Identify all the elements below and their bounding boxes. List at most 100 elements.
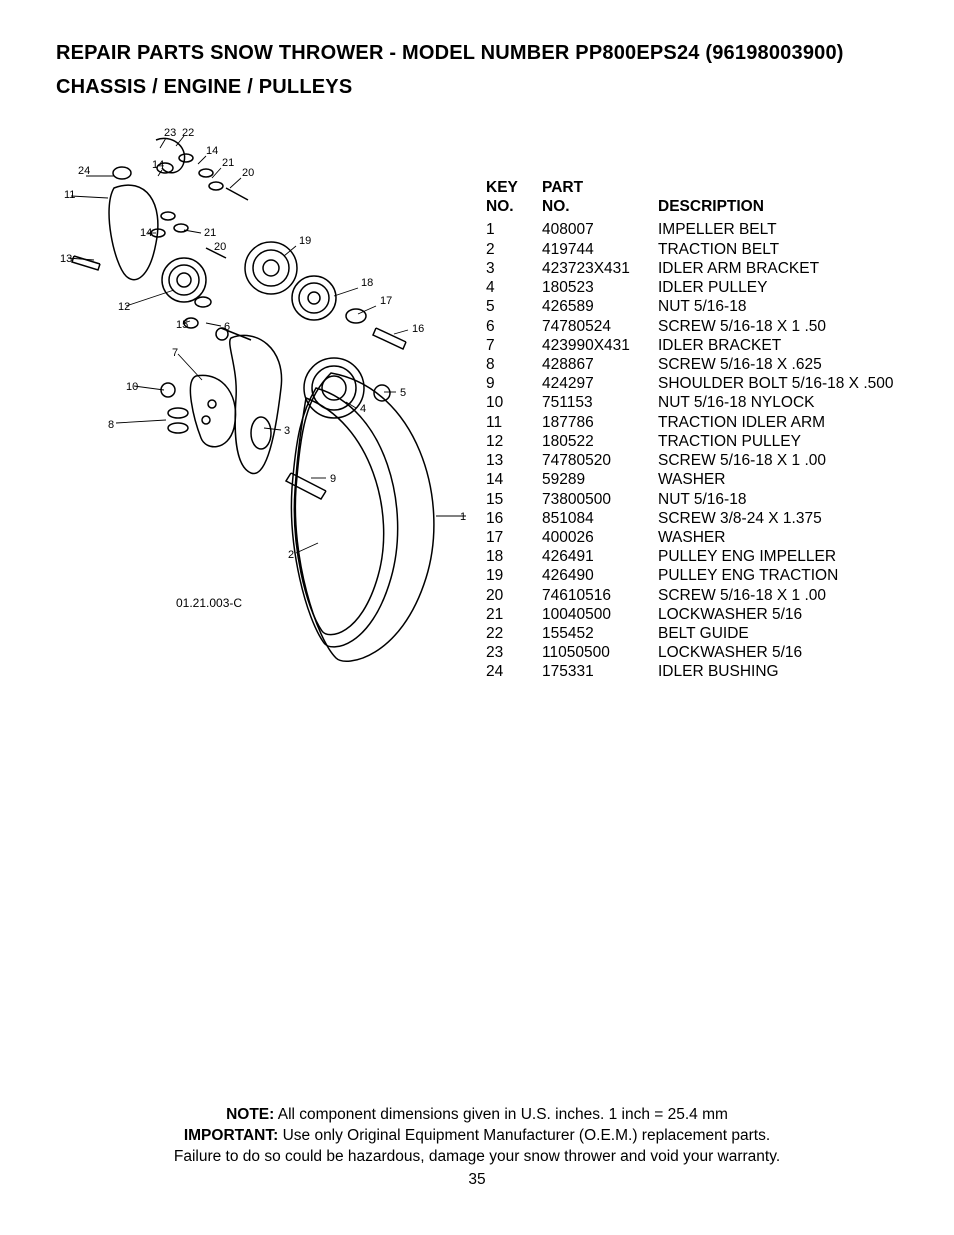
cell-part: 74610516: [542, 586, 658, 605]
content-row: 23 22 14 21 20 24 11 19 18 17 16 13 12 7…: [56, 128, 898, 693]
cell-desc: PULLEY ENG TRACTION: [658, 566, 893, 585]
svg-text:17: 17: [380, 295, 392, 307]
svg-text:20: 20: [214, 241, 226, 253]
svg-text:16: 16: [412, 323, 424, 335]
svg-text:2: 2: [288, 549, 294, 561]
table-row: 10751153NUT 5/16-18 NYLOCK: [486, 393, 893, 412]
cell-part: 187786: [542, 413, 658, 432]
cell-key: 13: [486, 451, 542, 470]
footer-note-line: NOTE: All component dimensions given in …: [0, 1105, 954, 1126]
table-row: 7423990X431IDLER BRACKET: [486, 336, 893, 355]
svg-text:24: 24: [78, 165, 90, 177]
footer-important-line: IMPORTANT: Use only Original Equipment M…: [0, 1126, 954, 1147]
cell-key: 19: [486, 566, 542, 585]
svg-text:8: 8: [108, 419, 114, 431]
svg-text:10: 10: [126, 381, 138, 393]
table-row: 674780524SCREW 5/16-18 X 1 .50: [486, 317, 893, 336]
svg-text:5: 5: [400, 387, 406, 399]
cell-desc: PULLEY ENG IMPELLER: [658, 547, 893, 566]
col-header-part: PART NO.: [542, 178, 658, 220]
table-row: 24175331IDLER BUSHING: [486, 662, 893, 681]
table-row: 2419744TRACTION BELT: [486, 240, 893, 259]
svg-text:14: 14: [152, 159, 164, 171]
page-footer: NOTE: All component dimensions given in …: [0, 1105, 954, 1191]
cell-desc: IDLER BRACKET: [658, 336, 893, 355]
svg-text:11: 11: [64, 189, 75, 201]
cell-desc: IDLER BUSHING: [658, 662, 893, 681]
cell-desc: LOCKWASHER 5/16: [658, 643, 893, 662]
important-label: IMPORTANT:: [184, 1127, 278, 1144]
cell-desc: TRACTION IDLER ARM: [658, 413, 893, 432]
cell-key: 17: [486, 528, 542, 547]
parts-table-container: KEY NO. PART NO. DESCRIPTION 1408007IMPE…: [486, 128, 898, 682]
table-row: 12180522TRACTION PULLEY: [486, 432, 893, 451]
cell-desc: SCREW 5/16-18 X 1 .00: [658, 586, 893, 605]
cell-key: 9: [486, 374, 542, 393]
cell-desc: IMPELLER BELT: [658, 220, 893, 239]
cell-desc: IDLER PULLEY: [658, 278, 893, 297]
cell-desc: SCREW 3/8-24 X 1.375: [658, 509, 893, 528]
svg-text:4: 4: [360, 403, 366, 415]
cell-desc: WASHER: [658, 528, 893, 547]
svg-text:6: 6: [224, 321, 230, 333]
cell-key: 21: [486, 605, 542, 624]
svg-text:19: 19: [299, 235, 311, 247]
exploded-diagram: 23 22 14 21 20 24 11 19 18 17 16 13 12 7…: [56, 128, 486, 693]
cell-part: 428867: [542, 355, 658, 374]
cell-part: 426589: [542, 297, 658, 316]
svg-text:15: 15: [176, 319, 188, 331]
cell-part: 74780520: [542, 451, 658, 470]
cell-part: 180523: [542, 278, 658, 297]
cell-desc: SCREW 5/16-18 X 1 .50: [658, 317, 893, 336]
cell-part: 408007: [542, 220, 658, 239]
svg-text:20: 20: [242, 167, 254, 179]
footer-line-3: Failure to do so could be hazardous, dam…: [0, 1147, 954, 1168]
cell-key: 2: [486, 240, 542, 259]
col-header-part-l1: PART: [542, 179, 583, 196]
table-row: 17400026WASHER: [486, 528, 893, 547]
cell-part: 851084: [542, 509, 658, 528]
cell-part: 426490: [542, 566, 658, 585]
cell-key: 18: [486, 547, 542, 566]
cell-desc: SCREW 5/16-18 X .625: [658, 355, 893, 374]
cell-desc: SCREW 5/16-18 X 1 .00: [658, 451, 893, 470]
cell-desc: NUT 5/16-18: [658, 297, 893, 316]
cell-part: 426491: [542, 547, 658, 566]
cell-part: 175331: [542, 662, 658, 681]
cell-part: 11050500: [542, 643, 658, 662]
table-row: 1408007IMPELLER BELT: [486, 220, 893, 239]
parts-table: KEY NO. PART NO. DESCRIPTION 1408007IMPE…: [486, 178, 893, 682]
svg-text:23: 23: [164, 128, 176, 139]
cell-key: 24: [486, 662, 542, 681]
svg-text:9: 9: [330, 473, 336, 485]
table-row: 2074610516SCREW 5/16-18 X 1 .00: [486, 586, 893, 605]
cell-part: 73800500: [542, 490, 658, 509]
cell-desc: WASHER: [658, 470, 893, 489]
cell-desc: LOCKWASHER 5/16: [658, 605, 893, 624]
cell-part: 424297: [542, 374, 658, 393]
table-row: 8428867SCREW 5/16-18 X .625: [486, 355, 893, 374]
parts-table-body: 1408007IMPELLER BELT2419744TRACTION BELT…: [486, 220, 893, 681]
cell-desc: TRACTION PULLEY: [658, 432, 893, 451]
cell-part: 59289: [542, 470, 658, 489]
svg-text:21: 21: [204, 227, 216, 239]
table-row: 5426589NUT 5/16-18: [486, 297, 893, 316]
cell-desc: IDLER ARM BRACKET: [658, 259, 893, 278]
svg-text:14: 14: [140, 227, 152, 239]
cell-key: 22: [486, 624, 542, 643]
cell-key: 7: [486, 336, 542, 355]
col-header-key-l1: KEY: [486, 179, 518, 196]
cell-key: 15: [486, 490, 542, 509]
table-row: 9424297SHOULDER BOLT 5/16-18 X .500: [486, 374, 893, 393]
cell-desc: BELT GUIDE: [658, 624, 893, 643]
col-header-key: KEY NO.: [486, 178, 542, 220]
cell-key: 14: [486, 470, 542, 489]
cell-part: 180522: [542, 432, 658, 451]
table-row: 1573800500NUT 5/16-18: [486, 490, 893, 509]
cell-key: 16: [486, 509, 542, 528]
table-row: 18426491PULLEY ENG IMPELLER: [486, 547, 893, 566]
svg-text:22: 22: [182, 128, 194, 139]
svg-text:14: 14: [206, 145, 218, 157]
cell-key: 1: [486, 220, 542, 239]
cell-part: 419744: [542, 240, 658, 259]
